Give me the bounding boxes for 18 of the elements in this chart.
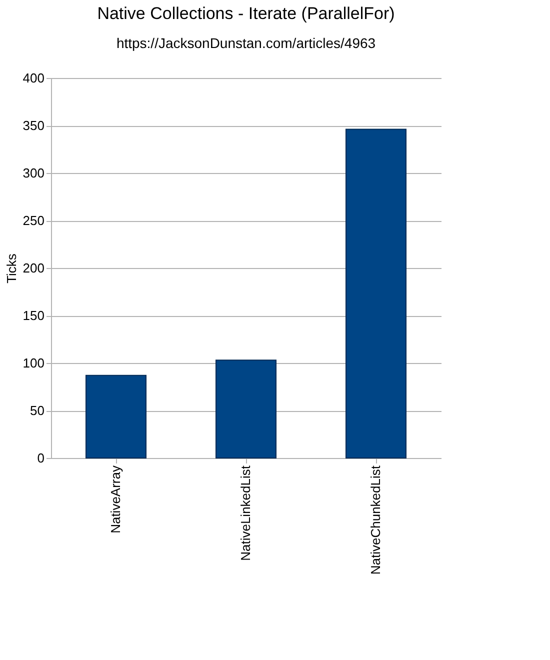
bar: [86, 374, 146, 458]
y-tick-label: 250: [22, 213, 44, 228]
y-tick-label: 100: [22, 356, 44, 370]
bar: [216, 360, 276, 458]
y-axis-title: Ticks: [4, 253, 19, 284]
y-tick-label: 200: [22, 260, 44, 276]
x-tick-label: NativeChunkedList: [368, 465, 383, 575]
x-tick-label: NativeLinkedList: [238, 465, 253, 561]
chart-subtitle: https://JacksonDunstan.com/articles/4963: [116, 35, 376, 51]
chart-title: Native Collections - Iterate (ParallelFor): [97, 4, 395, 23]
y-tick-label: 0: [37, 450, 44, 466]
x-tick-label: NativeArray: [108, 465, 123, 534]
bar: [346, 128, 406, 458]
y-tick-label: 300: [22, 166, 44, 180]
y-tick-label: 50: [30, 403, 44, 418]
y-tick-label: 150: [22, 308, 44, 323]
y-tick-label: 350: [22, 118, 44, 133]
y-tick-label: 400: [22, 70, 44, 86]
